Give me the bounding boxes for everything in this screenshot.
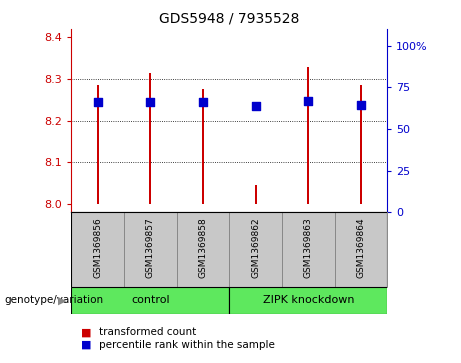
Text: percentile rank within the sample: percentile rank within the sample [99, 340, 275, 350]
Point [147, 99, 154, 105]
Text: ■: ■ [81, 327, 91, 337]
Bar [335, 212, 387, 287]
Bar [71, 212, 124, 287]
Point [199, 99, 207, 105]
Text: genotype/variation: genotype/variation [5, 295, 104, 305]
Bar [202, 89, 204, 204]
Point [94, 99, 101, 105]
Point [357, 102, 365, 108]
Bar [124, 212, 177, 287]
Text: GSM1369858: GSM1369858 [199, 217, 207, 278]
Point [252, 103, 260, 109]
Text: ZIPK knockdown: ZIPK knockdown [263, 295, 354, 305]
Title: GDS5948 / 7935528: GDS5948 / 7935528 [159, 11, 300, 25]
Bar [360, 85, 362, 204]
Text: control: control [131, 295, 170, 305]
Text: ■: ■ [81, 340, 91, 350]
Bar [307, 66, 309, 204]
Text: GSM1369863: GSM1369863 [304, 217, 313, 278]
Bar [282, 212, 335, 287]
Point [305, 98, 312, 103]
Bar [229, 212, 282, 287]
Bar [177, 212, 229, 287]
Text: GSM1369864: GSM1369864 [356, 217, 366, 278]
Bar [254, 185, 257, 204]
Text: transformed count: transformed count [99, 327, 196, 337]
Bar [71, 287, 230, 314]
Text: ▶: ▶ [58, 295, 66, 305]
Bar [229, 287, 387, 314]
Bar [149, 73, 152, 204]
Text: GSM1369857: GSM1369857 [146, 217, 155, 278]
Bar [97, 85, 99, 204]
Text: GSM1369856: GSM1369856 [93, 217, 102, 278]
Text: GSM1369862: GSM1369862 [251, 217, 260, 278]
